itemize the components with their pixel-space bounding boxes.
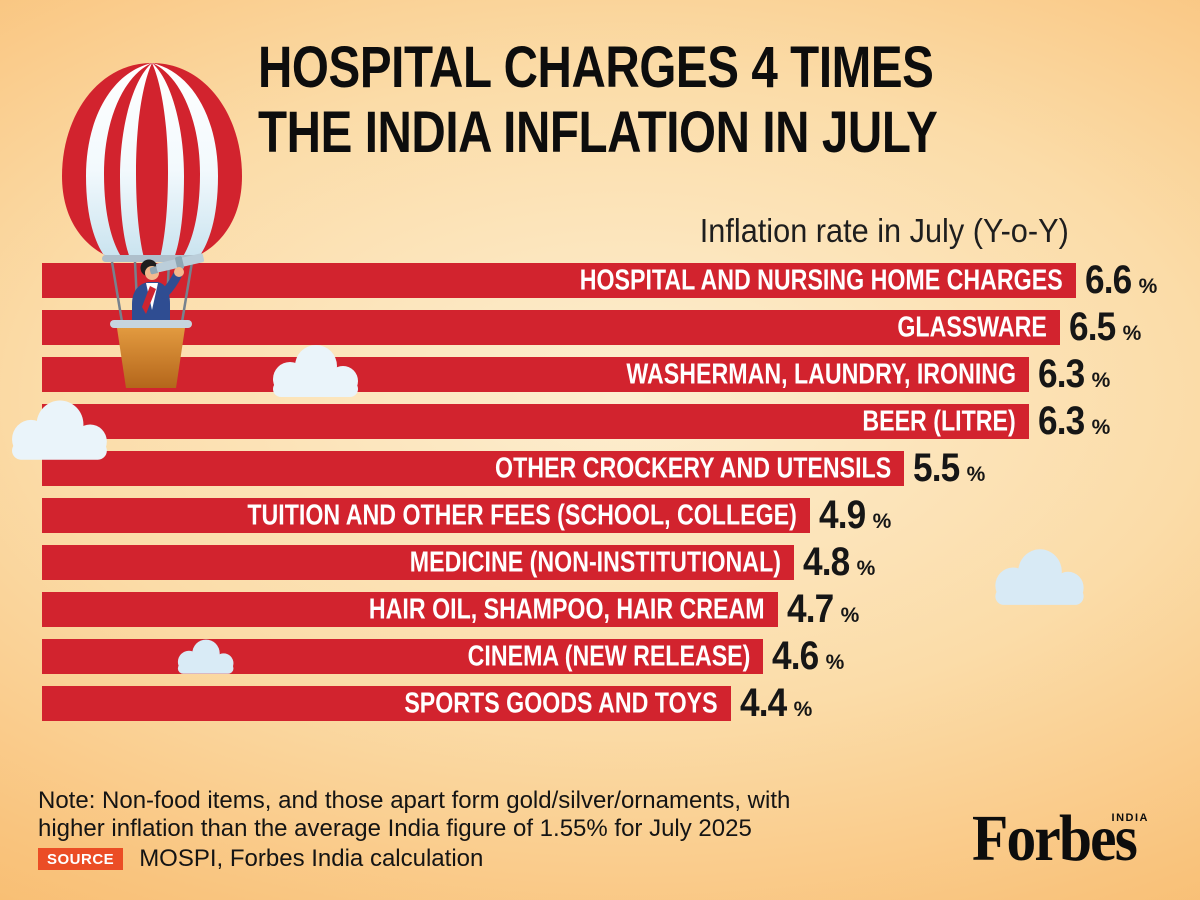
bar-row: MEDICINE (NON-INSTITUTIONAL) 4.8% — [42, 540, 875, 584]
bar-row: BEER (LITRE) 6.3% — [42, 399, 1110, 443]
bar-label: GLASSWARE — [897, 311, 1047, 343]
bar-row: GLASSWARE 6.5% — [42, 305, 1141, 349]
source-badge: SOURCE — [38, 848, 124, 870]
cloud-icon — [177, 639, 234, 674]
bar-value: 4.6% — [772, 634, 845, 678]
bar-value: 6.3% — [1038, 352, 1111, 396]
bar-label: HOSPITAL AND NURSING HOME CHARGES — [580, 264, 1063, 296]
bar-value: 6.3% — [1038, 399, 1111, 443]
cloud-icon — [273, 345, 358, 397]
page-title: HOSPITAL CHARGES 4 TIMES THE INDIA INFLA… — [258, 35, 938, 166]
bar[interactable]: HAIR OIL, SHAMPOO, HAIR CREAM — [42, 592, 778, 627]
bar-label: MEDICINE (NON-INSTITUTIONAL) — [409, 546, 781, 578]
footnote-line-1: Note: Non-food items, and those apart fo… — [38, 787, 791, 814]
logo-wordmark: Forbes — [972, 802, 1138, 875]
bar-label: OTHER CROCKERY AND UTENSILS — [494, 452, 891, 484]
bar-row: CINEMA (NEW RELEASE) 4.6% — [42, 634, 844, 678]
title-line-2: THE INDIA INFLATION IN JULY — [258, 99, 938, 165]
bar[interactable]: TUITION AND OTHER FEES (SCHOOL, COLLEGE) — [42, 498, 810, 533]
bar-value: 4.4% — [740, 681, 813, 725]
bar[interactable]: SPORTS GOODS AND TOYS — [42, 686, 731, 721]
bar-value: 6.5% — [1069, 305, 1142, 349]
bar[interactable]: BEER (LITRE) — [42, 404, 1029, 439]
bar-label: SPORTS GOODS AND TOYS — [404, 687, 718, 719]
title-line-1: HOSPITAL CHARGES 4 TIMES — [258, 35, 934, 100]
bar-label: BEER (LITRE) — [862, 405, 1016, 437]
bar-row: HAIR OIL, SHAMPOO, HAIR CREAM 4.7% — [42, 587, 859, 631]
source-row: SOURCE MOSPI, Forbes India calculation — [38, 845, 483, 873]
forbes-india-logo: INDIA Forbes — [972, 806, 1167, 878]
bar-value: 6.6% — [1085, 258, 1158, 302]
bar[interactable]: MEDICINE (NON-INSTITUTIONAL) — [42, 545, 794, 580]
bar-row: WASHERMAN, LAUNDRY, IRONING 6.3% — [42, 352, 1110, 396]
bar-row: OTHER CROCKERY AND UTENSILS 5.5% — [42, 446, 985, 490]
bar-label: WASHERMAN, LAUNDRY, IRONING — [626, 358, 1016, 390]
logo-region-label: INDIA — [1111, 812, 1149, 824]
bar-row: SPORTS GOODS AND TOYS 4.4% — [42, 681, 812, 725]
cloud-icon — [12, 400, 107, 460]
cloud-icon — [995, 549, 1084, 605]
bar-label: CINEMA (NEW RELEASE) — [467, 640, 750, 672]
bar-value: 4.9% — [819, 493, 892, 537]
bar[interactable]: CINEMA (NEW RELEASE) — [42, 639, 763, 674]
bar-value: 4.7% — [787, 587, 860, 631]
bar-row: TUITION AND OTHER FEES (SCHOOL, COLLEGE)… — [42, 493, 891, 537]
footnote-line-2: higher inflation than the average India … — [38, 815, 752, 843]
bar-row: HOSPITAL AND NURSING HOME CHARGES 6.6% — [42, 258, 1157, 302]
bar-value: 5.5% — [913, 446, 986, 490]
bar[interactable]: GLASSWARE — [42, 310, 1060, 345]
telescope-icon — [149, 253, 205, 275]
bar[interactable]: OTHER CROCKERY AND UTENSILS — [42, 451, 904, 486]
bar[interactable]: HOSPITAL AND NURSING HOME CHARGES — [42, 263, 1076, 298]
hot-air-balloon-illustration — [62, 63, 242, 388]
bar[interactable]: WASHERMAN, LAUNDRY, IRONING — [42, 357, 1029, 392]
source-text: MOSPI, Forbes India calculation — [139, 845, 484, 872]
bar-label: TUITION AND OTHER FEES (SCHOOL, COLLEGE) — [247, 499, 798, 531]
chart-subtitle: Inflation rate in July (Y-o-Y) — [699, 212, 1069, 249]
footnote: Note: Non-food items, and those apart fo… — [38, 787, 790, 844]
bar-value: 4.8% — [803, 540, 876, 584]
bar-label: HAIR OIL, SHAMPOO, HAIR CREAM — [369, 593, 765, 625]
